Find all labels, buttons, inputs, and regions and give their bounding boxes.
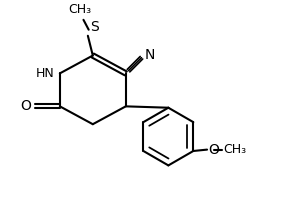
Text: CH₃: CH₃ [69, 3, 92, 16]
Text: O: O [209, 143, 219, 157]
Text: O: O [21, 99, 32, 113]
Text: HN: HN [36, 67, 55, 80]
Text: CH₃: CH₃ [224, 143, 247, 156]
Text: N: N [145, 48, 155, 62]
Text: S: S [90, 20, 99, 34]
